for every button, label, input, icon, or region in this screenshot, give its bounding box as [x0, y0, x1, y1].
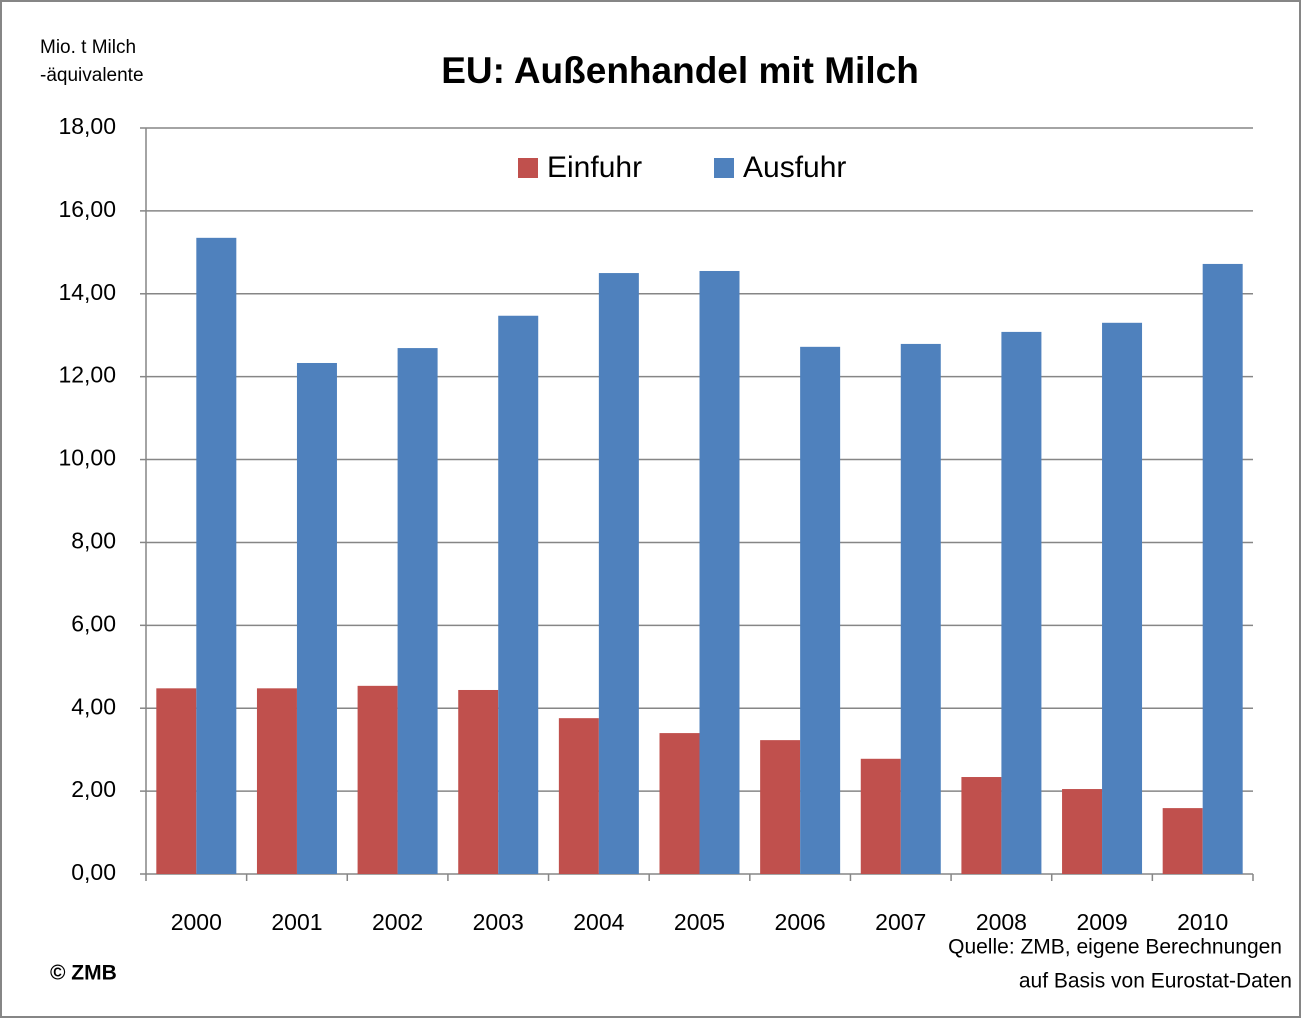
y-tick-label: 6,00: [71, 610, 116, 636]
bar: [1001, 331, 1042, 874]
y-axis-label: Mio. t Milch: [40, 37, 136, 58]
y-tick-label: 8,00: [71, 528, 116, 554]
x-tick-label: 2007: [875, 909, 926, 935]
y-tick-label: 18,00: [58, 113, 116, 139]
bar: [659, 733, 700, 874]
bar: [900, 343, 941, 875]
bar: [760, 740, 801, 874]
x-tick-label: 2000: [171, 909, 222, 935]
y-tick-label: 2,00: [71, 776, 116, 802]
x-tick-label: 2005: [674, 909, 725, 935]
source-note: auf Basis von Eurostat-Daten: [1019, 970, 1292, 993]
x-tick-label: 2009: [1076, 909, 1127, 935]
bar: [1102, 322, 1143, 874]
bar: [699, 270, 740, 874]
y-tick-label: 16,00: [58, 196, 116, 222]
legend-label: Einfuhr: [547, 151, 642, 184]
x-tick-label: 2004: [573, 909, 624, 935]
bar: [1162, 808, 1203, 874]
bar: [1202, 263, 1243, 875]
y-tick-label: 4,00: [71, 693, 116, 719]
chart-title: EU: Außenhandel mit Milch: [441, 50, 919, 91]
bar: [256, 688, 297, 874]
x-tick-label: 2003: [473, 909, 524, 935]
bar: [458, 689, 499, 874]
x-tick-label: 2006: [775, 909, 826, 935]
bar: [961, 777, 1002, 874]
bar: [860, 758, 901, 874]
bar: [498, 315, 539, 874]
bar: [558, 718, 599, 874]
bar: [397, 348, 438, 874]
x-tick-label: 2010: [1177, 909, 1228, 935]
source-note: Quelle: ZMB, eigene Berechnungen: [948, 936, 1282, 959]
legend-swatch: [714, 158, 734, 178]
bar: [296, 362, 337, 874]
bar: [800, 346, 841, 874]
copyright: © ZMB: [50, 962, 117, 985]
legend-swatch: [518, 158, 538, 178]
bar: [598, 273, 639, 874]
y-tick-label: 12,00: [58, 362, 116, 388]
y-tick-label: 0,00: [71, 859, 116, 885]
bar: [1062, 789, 1103, 874]
x-tick-label: 2002: [372, 909, 423, 935]
x-tick-label: 2001: [271, 909, 322, 935]
bar: [196, 237, 237, 875]
bar: [156, 688, 197, 874]
y-tick-label: 14,00: [58, 279, 116, 305]
y-axis-label: -äquivalente: [40, 65, 144, 86]
bar: [357, 685, 398, 874]
legend-label: Ausfuhr: [743, 151, 846, 184]
x-tick-label: 2008: [976, 909, 1027, 935]
y-tick-label: 10,00: [58, 445, 116, 471]
